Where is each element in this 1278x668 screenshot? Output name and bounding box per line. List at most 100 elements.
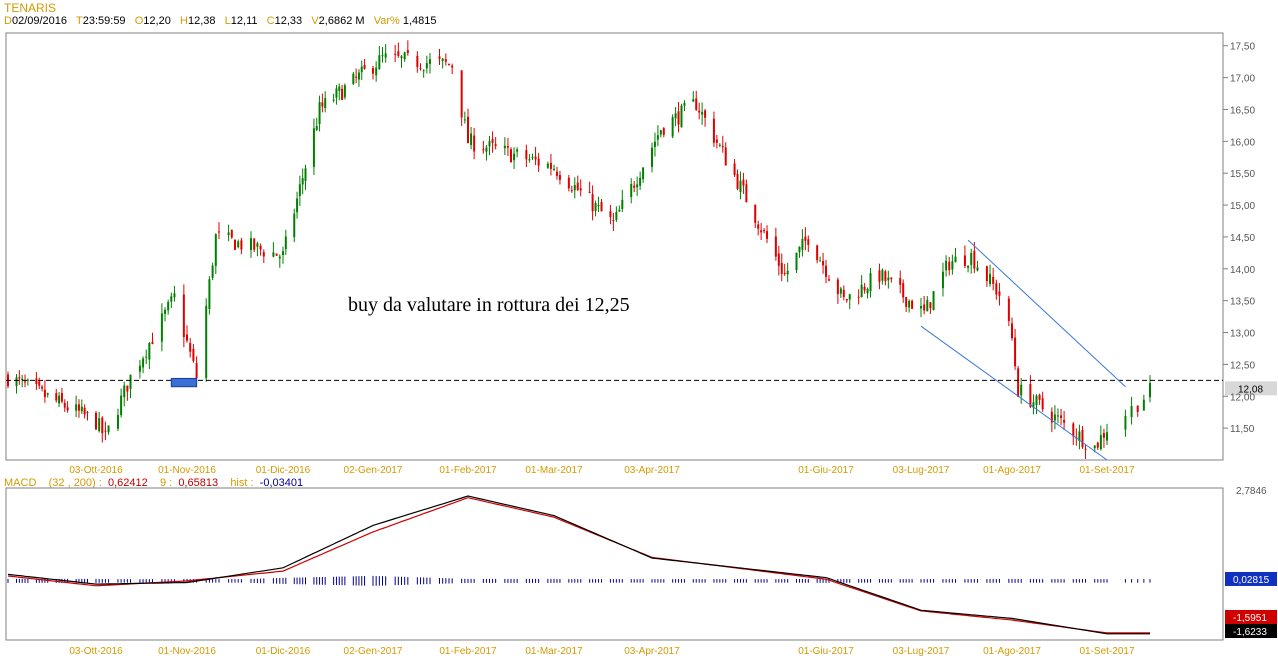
- candle-body: [1056, 415, 1059, 417]
- macd-value-badge: [1225, 624, 1277, 638]
- candle-body: [600, 202, 603, 212]
- candle-body: [58, 395, 61, 404]
- candle-body: [1093, 445, 1096, 449]
- candle-body: [777, 253, 780, 266]
- candle-body: [253, 238, 256, 250]
- candle-body: [1072, 423, 1075, 437]
- hist-label: hist :: [230, 477, 254, 489]
- close-value: 12,33: [274, 15, 303, 27]
- x-tick-label: 03-Ott-2016: [69, 465, 123, 476]
- y-tick-label: 14,50: [1230, 233, 1255, 244]
- x-tick-label: 01-Nov-2016: [158, 465, 216, 476]
- x-tick-label: 03-Ott-2016: [69, 646, 123, 657]
- candle-body: [227, 232, 230, 236]
- x-tick-label: 01-Ago-2017: [983, 465, 1041, 476]
- candle-body: [618, 209, 621, 212]
- candle-body: [615, 212, 618, 220]
- date-value: 02/09/2016: [11, 15, 68, 27]
- candle-body: [827, 279, 830, 281]
- candle-body: [438, 56, 441, 59]
- volume-value: 2,6862 M: [318, 15, 365, 27]
- annotation-text: buy da valutare in rottura dei 12,25: [348, 294, 630, 316]
- candle-body: [494, 144, 497, 147]
- candle-body: [491, 139, 494, 143]
- candle-body: [355, 76, 358, 78]
- candle-body: [214, 234, 217, 267]
- candle-body: [795, 252, 798, 271]
- macd-params: (32 , 200) :: [48, 477, 102, 489]
- candle-body: [1029, 384, 1032, 407]
- candle-body: [278, 256, 281, 259]
- x-tick-label: 03-Lug-2017: [893, 465, 950, 476]
- volume-label: V: [311, 15, 319, 27]
- macd-panel: 2,7846 0,02815 -1,5951 -1,6233: [5, 486, 1277, 641]
- candle-body: [1099, 435, 1102, 450]
- candle-body: [256, 243, 259, 247]
- candle-body: [335, 88, 338, 98]
- candle-body: [923, 304, 926, 311]
- price-overlays: 12,08: [6, 239, 1277, 461]
- candle-body: [633, 185, 636, 188]
- y-tick-label: 14,00: [1230, 265, 1255, 276]
- candle-body: [397, 51, 400, 56]
- last-price-badge: [1225, 381, 1277, 396]
- low-label: L: [224, 15, 231, 27]
- x-tick-label: 02-Gen-2017: [344, 646, 403, 657]
- candle-body: [857, 296, 860, 298]
- candle-body: [55, 393, 58, 401]
- candle-body: [1142, 399, 1145, 411]
- candle-body: [444, 59, 447, 62]
- candle-body: [742, 179, 745, 186]
- candle-body: [976, 267, 979, 271]
- trend-channel-lower: [920, 325, 1108, 461]
- candle-body: [558, 175, 561, 180]
- trend-channel-upper: [967, 239, 1126, 388]
- x-tick-label: 01-Giu-2017: [798, 646, 854, 657]
- candle-body: [941, 271, 944, 289]
- candle-body: [576, 182, 579, 190]
- candle-body: [1014, 337, 1017, 367]
- candle-body: [41, 386, 44, 389]
- candle-body: [825, 265, 827, 277]
- candle-body: [656, 135, 659, 140]
- candle-body: [186, 334, 188, 341]
- candle-body: [298, 184, 301, 197]
- x-tick-label: 01-Feb-2017: [439, 465, 497, 476]
- candle-body: [715, 139, 718, 143]
- candle-body: [138, 365, 141, 372]
- candle-body: [189, 342, 192, 352]
- x-tick-label: 03-Lug-2017: [893, 646, 950, 657]
- candle-body: [332, 99, 335, 101]
- candle-body: [733, 163, 736, 175]
- candle-body: [95, 412, 97, 430]
- candle-body: [360, 66, 363, 73]
- candle-body: [403, 52, 406, 60]
- candle-body: [406, 50, 409, 53]
- candle-body: [38, 381, 41, 386]
- candle-body: [1007, 298, 1010, 322]
- candle-body: [945, 260, 948, 271]
- x-tick-label: 03-Apr-2017: [624, 646, 680, 657]
- candle-body: [745, 184, 748, 203]
- candle-body: [926, 299, 929, 312]
- x-tick-label: 02-Gen-2017: [344, 465, 403, 476]
- signal-value-label: -1,5951: [1233, 613, 1267, 624]
- candle-body: [860, 284, 863, 297]
- candle-body: [301, 178, 304, 185]
- candle-body: [240, 240, 243, 250]
- price-x-axis: 03-Ott-2016 01-Nov-2016 01-Dic-2016 02-Gen-…: [69, 465, 1135, 476]
- candle-body: [510, 149, 512, 163]
- y-tick-label: 15,50: [1230, 169, 1255, 180]
- candle-body: [218, 231, 220, 233]
- candle-body: [546, 163, 549, 168]
- low-value: 12,11: [230, 15, 258, 27]
- candle-body: [1038, 394, 1041, 400]
- candle-body: [503, 145, 506, 149]
- candle-body: [579, 188, 582, 191]
- candle-body: [86, 412, 89, 414]
- candle-body: [488, 141, 491, 147]
- candle-body: [1084, 448, 1087, 450]
- candle-body: [167, 302, 170, 311]
- candle-body: [208, 279, 211, 309]
